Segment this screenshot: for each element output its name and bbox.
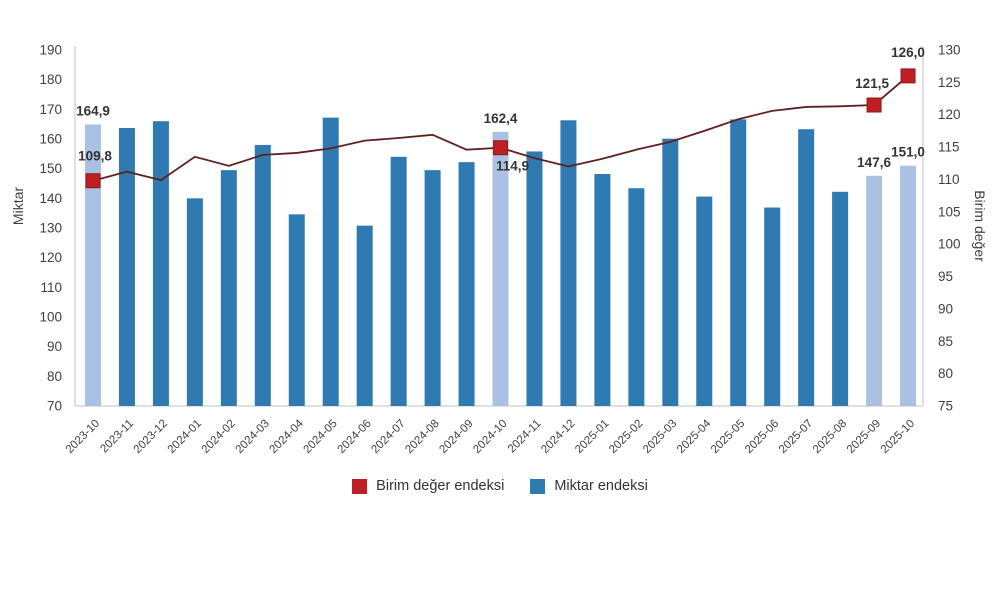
right-axis-tick-label: 100 [938,237,961,252]
x-axis-label-2025-02: 2025-02 [607,418,645,456]
left-axis-tick-label: 80 [47,369,62,384]
line-data-label-2024-10: 114,9 [496,159,529,174]
quantity-bar-2025-02 [628,188,645,406]
line-data-label-2025-10: 126,0 [891,45,925,60]
x-axis-label-2024-07: 2024-07 [369,418,407,456]
right-axis-tick-label: 75 [938,399,953,414]
left-axis-tick-label: 180 [39,72,62,87]
quantity-bar-2025-05 [730,119,747,407]
quantity-bar-2025-03 [662,138,679,406]
left-axis-tick-label: 120 [39,250,62,265]
x-axis-label-2025-06: 2025-06 [743,418,781,456]
left-axis-tick-label: 100 [39,310,62,325]
x-axis-label-2024-05: 2024-05 [302,418,340,456]
right-axis-tick-label: 85 [938,334,953,349]
chart-plot-area: 190 180 170 160 150 140 130 120 110 100 90 80 70 130 1… [39,43,961,456]
right-axis-tick-label: 90 [938,301,953,316]
left-axis-tick-label: 170 [39,102,62,117]
left-axis-tick-label: 110 [40,280,62,295]
unit-value-marker-2024-10 [493,140,509,156]
x-axis-label-2024-02: 2024-02 [200,418,238,456]
quantity-bar-2025-07 [798,129,815,406]
x-axis-label-2024-06: 2024-06 [335,418,373,456]
legend-item-unit-value: Birim değer endeksi [352,478,504,494]
x-axis-label-2024-03: 2024-03 [234,418,272,456]
bar-data-label-2024-10: 162,4 [484,111,518,126]
quantity-bar-2024-10 [492,131,509,406]
quantity-bar-2025-10 [900,165,917,406]
unit-value-marker-2023-10 [85,173,101,189]
left-axis-tick-label: 140 [39,191,62,206]
legend-swatch-blue [530,478,546,494]
right-axis-tick-label: 115 [938,140,960,155]
x-axis-label-2025-01: 2025-01 [573,418,611,456]
quantity-bar-2025-09 [866,175,883,406]
legend-item-quantity: Miktar endeksi [530,478,648,494]
legend-swatch-red [352,478,368,494]
right-axis-tick-label: 120 [938,107,961,122]
line-data-label-2023-10: 109,8 [78,149,112,164]
quantity-bar-2024-02 [220,170,237,406]
x-axis-label-2025-04: 2025-04 [675,417,714,456]
quantity-bar-2025-08 [832,191,849,406]
x-axis-label-2024-10: 2024-10 [471,418,509,456]
quantity-bar-2024-12 [560,120,577,406]
quantity-bar-2025-01 [594,174,611,406]
right-axis-tick-label: 110 [938,172,960,187]
x-axis-label-2024-08: 2024-08 [403,418,441,456]
bar-data-label-2025-09: 147,6 [857,155,891,170]
x-axis-label-2024-09: 2024-09 [437,418,475,456]
x-axis-label-2023-12: 2023-12 [132,418,170,456]
unit-value-marker-2025-10 [900,68,916,84]
quantity-bar-2024-11 [526,151,543,406]
left-axis-tick-label: 190 [39,43,62,58]
x-axis-label-2025-09: 2025-09 [845,418,883,456]
quantity-bar-2024-04 [288,214,305,406]
bar-data-label-2023-10: 164,9 [76,103,110,118]
quantity-bar-2024-03 [254,144,271,406]
legend-label-quantity: Miktar endeksi [554,478,648,494]
x-axis-label-2023-11: 2023-11 [98,418,136,456]
x-axis-label-2024-12: 2024-12 [539,418,577,456]
x-axis-label-2024-04: 2024-04 [268,417,307,456]
x-axis-label-2025-07: 2025-07 [777,418,815,456]
right-axis-tick-label: 95 [938,269,953,284]
left-axis-tick-label: 150 [39,161,62,176]
quantity-bar-2024-01 [186,198,203,406]
x-axis-label-2025-03: 2025-03 [641,418,679,456]
right-axis-tick-label: 130 [938,43,961,58]
line-data-label-2025-09: 121,5 [855,76,889,91]
quantity-bar-2025-06 [764,207,781,406]
quantity-bar-2023-11 [118,128,135,407]
quantity-bar-2023-12 [152,121,169,406]
left-axis-tick-label: 70 [47,399,62,414]
chart-legend: Birim değer endeksi Miktar endeksi [0,478,1000,494]
left-axis-tick-label: 90 [47,339,62,354]
quantity-bar-2025-04 [696,196,713,406]
x-axis-label-2025-10: 2025-10 [879,418,917,456]
x-axis-label-2025-05: 2025-05 [709,418,747,456]
left-axis-title: Miktar [10,186,26,226]
quantity-bar-2024-05 [322,117,339,406]
right-axis-tick-label: 105 [938,204,961,219]
unit-value-marker-2025-09 [866,97,882,113]
x-axis-label-2023-10: 2023-10 [64,418,102,456]
quantity-bar-2023-10 [85,124,101,407]
right-axis-tick-label: 125 [938,75,961,90]
bar-data-label-2025-10: 151,0 [891,145,925,160]
left-axis-tick-label: 160 [39,132,62,147]
quantity-bar-2024-09 [458,162,475,406]
left-axis-tick-label: 130 [39,221,62,236]
x-axis-label-2024-11: 2024-11 [506,418,544,456]
quantity-bar-2024-08 [424,170,441,406]
right-axis-tick-label: 80 [938,366,953,381]
x-axis-label-2024-01: 2024-01 [166,418,204,456]
legend-label-unit-value: Birim değer endeksi [376,478,505,494]
x-axis-label-2025-08: 2025-08 [811,418,849,456]
quantity-bar-2024-07 [390,156,407,406]
right-axis-title: Birim değer [972,190,988,262]
quantity-bar-2024-06 [356,225,373,406]
